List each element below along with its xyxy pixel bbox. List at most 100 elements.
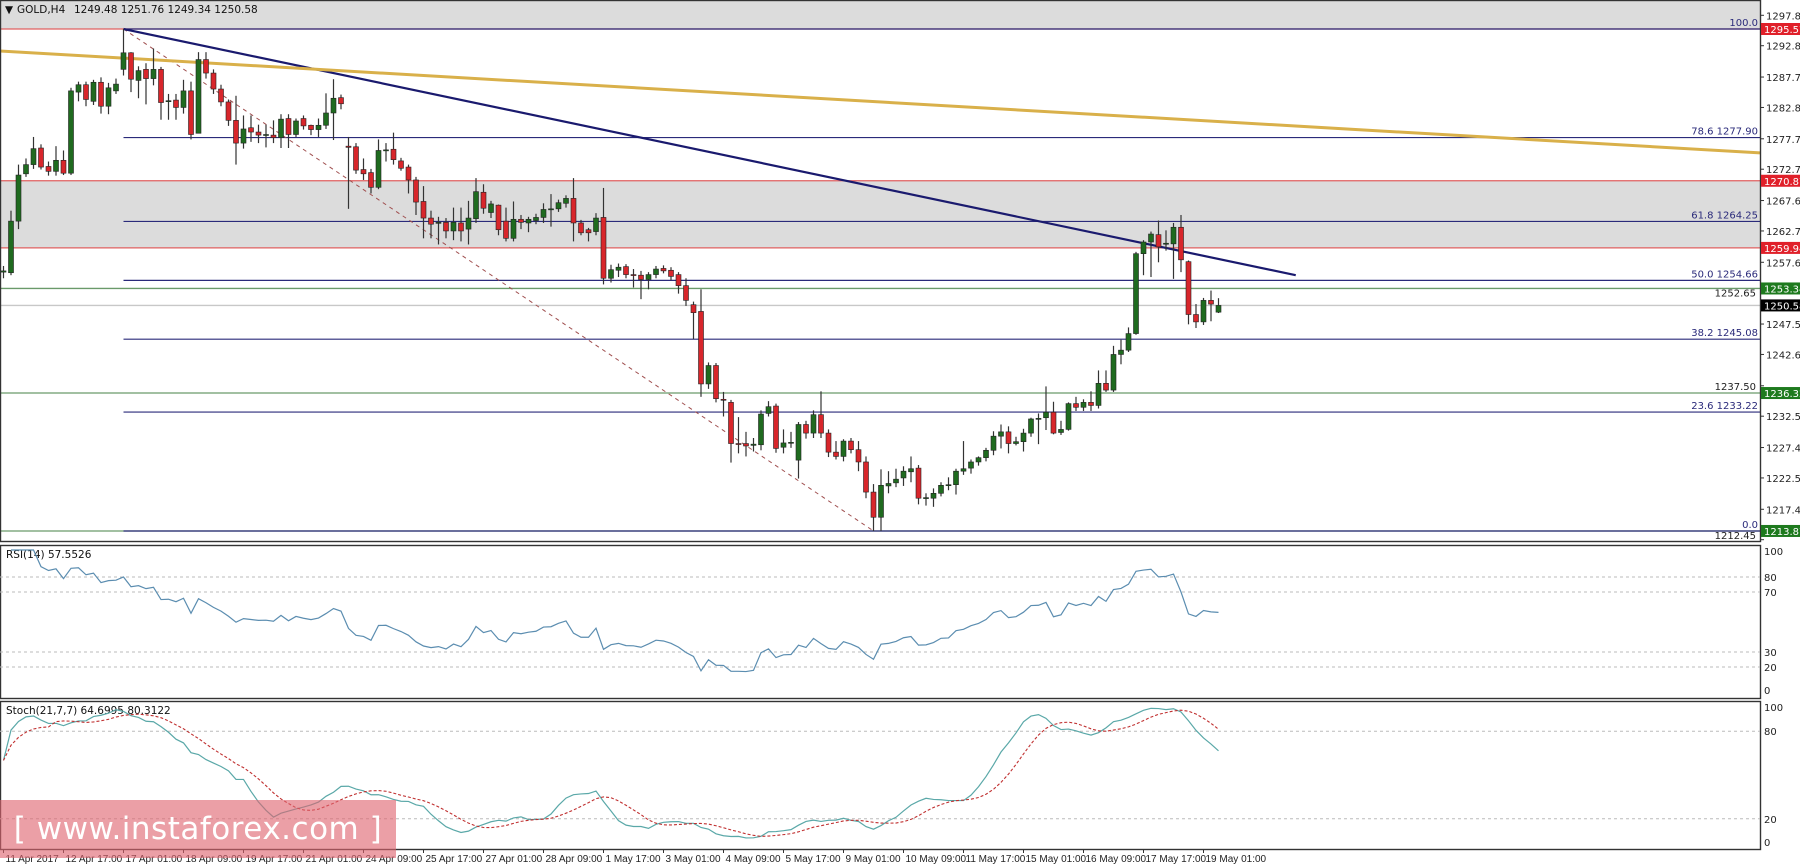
candle-body bbox=[293, 120, 299, 135]
candle bbox=[593, 213, 599, 236]
candle bbox=[398, 157, 404, 171]
rsi-pane: 100 80 70 30 20 0 RSI(14) 57.5526 bbox=[0, 547, 1783, 697]
candle-body bbox=[600, 217, 607, 279]
price-tick-label: 1222.50 bbox=[1766, 474, 1800, 485]
fib-level-label: 23.6 1233.22 bbox=[1691, 401, 1758, 412]
candle-body bbox=[30, 148, 37, 165]
candle-body bbox=[870, 491, 877, 518]
candle-body bbox=[525, 218, 532, 224]
price-label: 1253.34 bbox=[1764, 284, 1800, 295]
candle-body bbox=[503, 220, 509, 239]
time-axis[interactable]: 11 Apr 2017 12 Apr 17:00 17 Apr 01:00 18 Ap… bbox=[3, 849, 1267, 865]
candle bbox=[653, 265, 659, 279]
candle bbox=[908, 456, 914, 483]
candle bbox=[990, 431, 997, 456]
candle bbox=[473, 178, 479, 223]
price-tick-label: 1212.45 bbox=[1715, 531, 1756, 542]
candle bbox=[413, 176, 419, 215]
candle-body bbox=[0, 270, 7, 273]
candle-body bbox=[1080, 402, 1087, 408]
candle bbox=[713, 363, 719, 403]
candle bbox=[615, 263, 622, 278]
candle bbox=[585, 227, 592, 242]
candle bbox=[878, 469, 884, 531]
candle bbox=[495, 204, 502, 236]
candle bbox=[210, 69, 217, 94]
candle bbox=[188, 81, 194, 140]
candle-body bbox=[908, 468, 914, 473]
candle-body bbox=[1103, 383, 1109, 391]
candle bbox=[953, 468, 959, 495]
candle bbox=[623, 264, 629, 279]
candle bbox=[825, 429, 832, 458]
candle-body bbox=[383, 149, 389, 152]
candle-body bbox=[240, 128, 247, 144]
candle bbox=[645, 272, 652, 290]
candle-body bbox=[698, 311, 704, 385]
candle bbox=[68, 87, 74, 176]
candle bbox=[420, 186, 427, 239]
candle bbox=[1133, 251, 1139, 335]
candle bbox=[353, 143, 359, 174]
candle-body bbox=[233, 120, 239, 144]
candle bbox=[1200, 297, 1207, 325]
candle bbox=[30, 136, 37, 169]
candle bbox=[1043, 386, 1049, 431]
fib-level-label: 78.6 1277.90 bbox=[1691, 127, 1758, 138]
candle-body bbox=[713, 365, 719, 399]
candle-body bbox=[563, 198, 569, 204]
candle bbox=[0, 265, 7, 279]
candle bbox=[90, 79, 97, 106]
candle-body bbox=[848, 440, 854, 450]
candle-body bbox=[833, 451, 839, 457]
candle-body bbox=[668, 269, 674, 277]
time-tick-label: 1 May 17:00 bbox=[606, 854, 661, 865]
time-tick-label: 11 May 17:00 bbox=[966, 854, 1026, 865]
candle bbox=[555, 199, 562, 212]
candle-body bbox=[1215, 305, 1222, 313]
candle-body bbox=[743, 443, 749, 447]
candle bbox=[945, 477, 952, 491]
candle bbox=[638, 270, 644, 300]
candle bbox=[525, 216, 532, 233]
candle-body bbox=[353, 146, 359, 171]
candle bbox=[1140, 240, 1147, 276]
candle bbox=[83, 81, 89, 107]
candle-body bbox=[765, 406, 772, 414]
candle-body bbox=[735, 443, 742, 445]
candle bbox=[285, 114, 292, 149]
candle bbox=[1095, 370, 1102, 409]
candle bbox=[1110, 345, 1117, 392]
candle bbox=[375, 139, 382, 190]
candle-body bbox=[1095, 383, 1102, 406]
candle bbox=[218, 84, 224, 107]
price-axis[interactable]: 1297.80 1292.85 1287.75 1282.80 1277.70 1272.… bbox=[1715, 11, 1800, 542]
candle-body bbox=[368, 172, 374, 188]
candle bbox=[323, 93, 329, 129]
candle-body bbox=[510, 218, 517, 239]
candle bbox=[1005, 426, 1012, 454]
candle bbox=[368, 168, 374, 194]
candle-body bbox=[1035, 418, 1042, 420]
candle-body bbox=[705, 365, 712, 385]
candle-body bbox=[915, 467, 922, 499]
candle bbox=[660, 265, 667, 274]
candle bbox=[390, 132, 397, 165]
candle-body bbox=[345, 145, 352, 148]
stoch-tick-label: 80 bbox=[1764, 727, 1777, 738]
candle-body bbox=[1058, 429, 1064, 433]
collapse-triangle-icon[interactable]: ▼ bbox=[5, 4, 14, 16]
stoch-label: Stoch(21,7,7) 64.6995 80.3122 bbox=[6, 705, 171, 717]
candle bbox=[23, 158, 29, 177]
candle bbox=[968, 459, 974, 474]
candle bbox=[900, 466, 907, 486]
candle bbox=[885, 471, 892, 494]
candle bbox=[308, 124, 314, 136]
candle-body bbox=[968, 461, 974, 469]
candle-body bbox=[555, 202, 562, 210]
candle-body bbox=[1043, 411, 1049, 419]
candle-body bbox=[38, 147, 44, 168]
candle bbox=[165, 93, 172, 120]
candle bbox=[203, 52, 209, 79]
